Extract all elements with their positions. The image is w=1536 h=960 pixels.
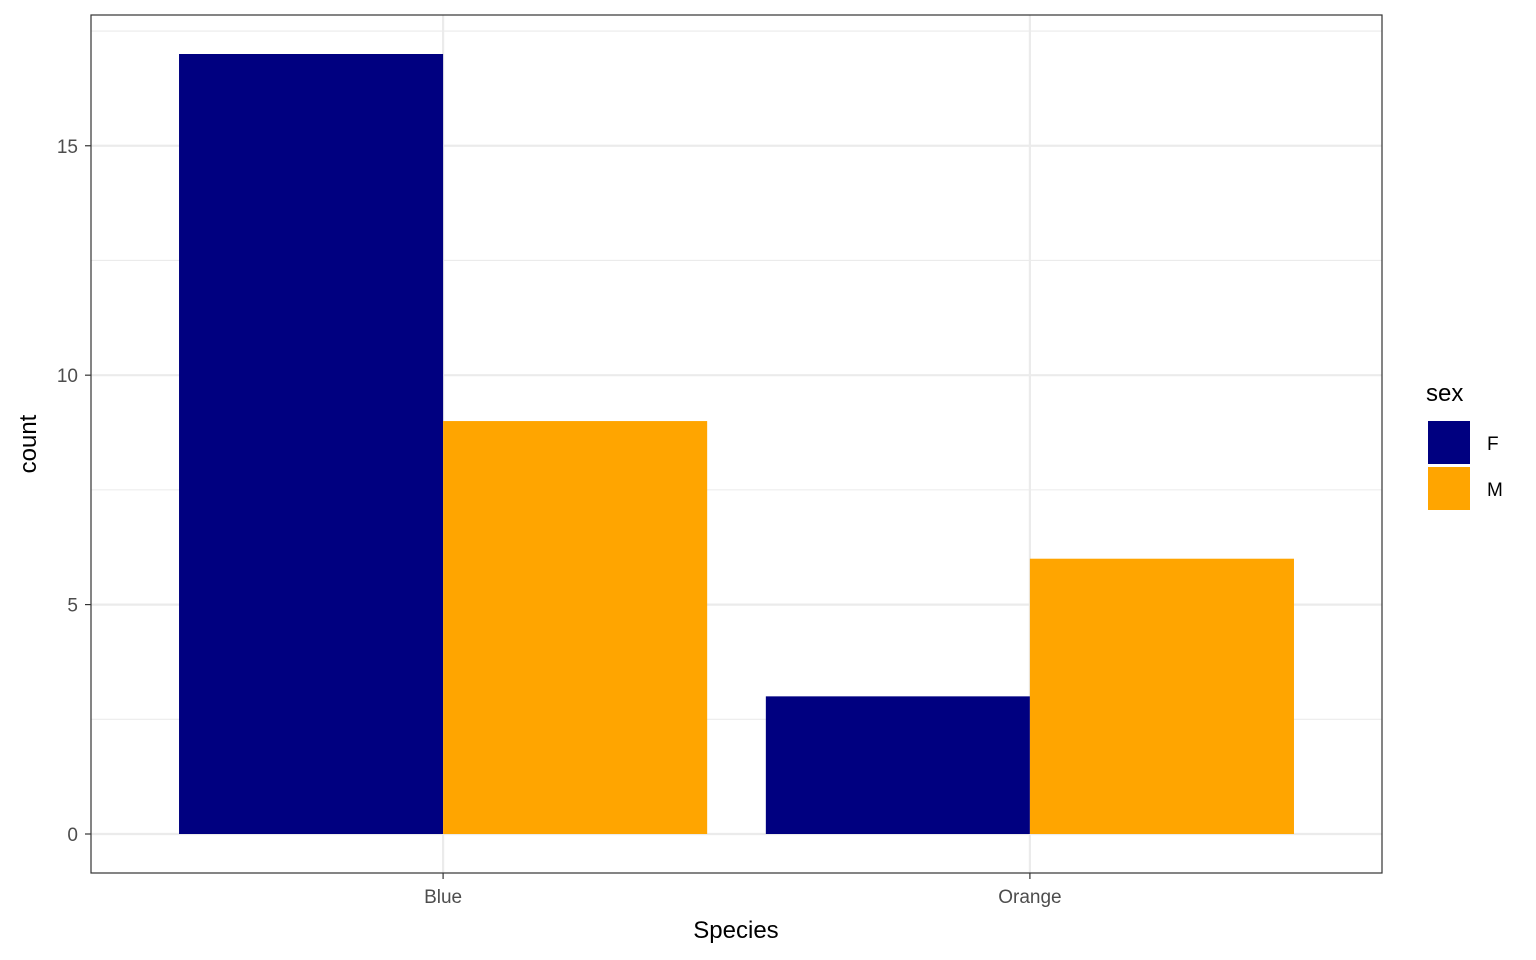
legend-label: F	[1487, 434, 1499, 455]
legend-items: FM	[1428, 421, 1503, 510]
y-tick-label: 15	[57, 137, 78, 158]
x-axis-title: Species	[693, 917, 778, 944]
bar-blue-m	[443, 421, 708, 834]
x-tick-label: Blue	[424, 887, 462, 908]
bar-orange-f	[765, 696, 1030, 834]
y-tick-label: 5	[67, 596, 78, 617]
bar-orange-m	[1029, 558, 1294, 834]
legend: sex FM	[1426, 380, 1503, 510]
x-tick-label: Orange	[998, 887, 1061, 908]
legend-label: M	[1487, 480, 1503, 501]
bars	[179, 54, 1294, 834]
y-axis-title: count	[15, 414, 42, 473]
y-tick-label: 0	[67, 825, 78, 846]
y-tick-label: 10	[57, 366, 78, 387]
axes: 0 5 10 15 Blue Orange	[57, 137, 1062, 908]
legend-title: sex	[1426, 380, 1463, 407]
plot-border	[90, 14, 1383, 874]
bar-blue-f	[179, 54, 444, 834]
legend-key-m	[1428, 467, 1470, 510]
legend-key-f	[1428, 421, 1470, 464]
